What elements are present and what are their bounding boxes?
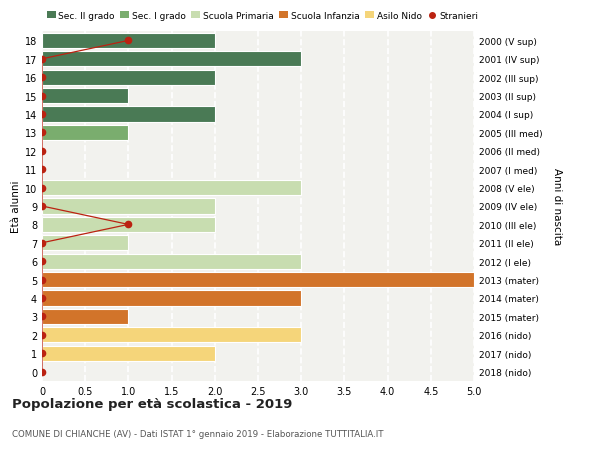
Y-axis label: Anni di nascita: Anni di nascita [552, 168, 562, 245]
Text: Popolazione per età scolastica - 2019: Popolazione per età scolastica - 2019 [12, 397, 292, 410]
Bar [42, 52, 301, 67]
Bar [42, 346, 215, 361]
Text: COMUNE DI CHIANCHE (AV) - Dati ISTAT 1° gennaio 2019 - Elaborazione TUTTITALIA.I: COMUNE DI CHIANCHE (AV) - Dati ISTAT 1° … [12, 429, 383, 438]
Bar [42, 273, 474, 287]
Bar [42, 71, 215, 85]
Bar [42, 328, 301, 342]
Bar [42, 199, 215, 214]
Legend: Sec. II grado, Sec. I grado, Scuola Primaria, Scuola Infanzia, Asilo Nido, Stran: Sec. II grado, Sec. I grado, Scuola Prim… [47, 11, 478, 21]
Bar [42, 107, 215, 122]
Bar [42, 218, 215, 232]
Bar [42, 291, 301, 306]
Bar [42, 34, 215, 49]
Bar [42, 126, 128, 140]
Bar [42, 309, 128, 324]
Y-axis label: Età alunni: Età alunni [11, 180, 20, 233]
Bar [42, 254, 301, 269]
Bar [42, 89, 128, 104]
Bar [42, 236, 128, 251]
Bar [42, 181, 301, 196]
